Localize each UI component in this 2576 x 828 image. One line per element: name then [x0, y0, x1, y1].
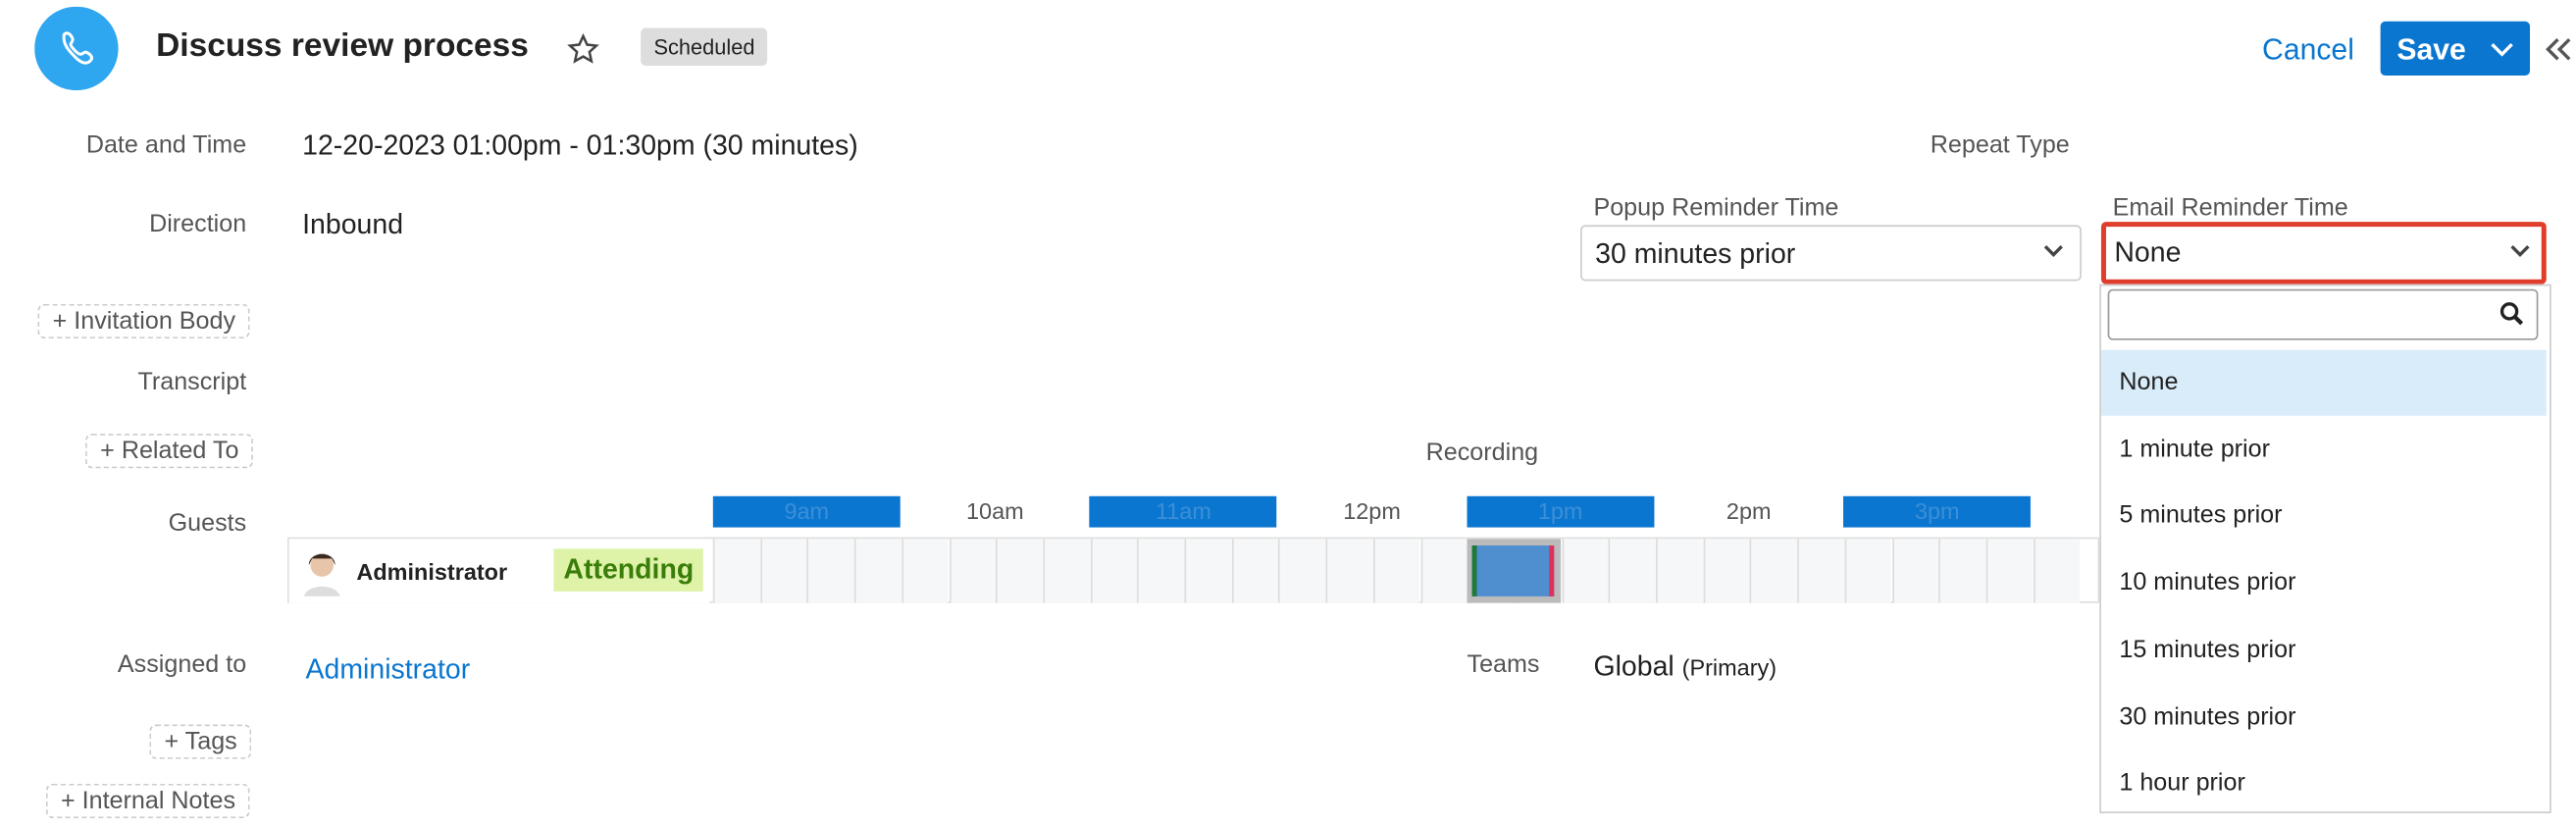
time-cell: [1985, 539, 2034, 603]
time-cell: [806, 539, 854, 603]
email-select[interactable]: None: [2100, 222, 2547, 285]
save-menu[interactable]: [2489, 39, 2515, 59]
time-cell: [1090, 539, 1138, 603]
dropdown-option[interactable]: 15 minutes prior: [2119, 635, 2296, 664]
time-cell: [1797, 539, 1845, 603]
time-cell: [854, 539, 902, 603]
field-label: Popup Reminder Time: [1593, 193, 1839, 223]
time-cell: [2033, 539, 2081, 603]
guest-status: Attending: [553, 548, 704, 592]
pill-text: Invitation Body: [74, 307, 236, 336]
time-cell: [759, 539, 807, 603]
chevron: [2043, 245, 2063, 257]
field-label: Repeat Type: [1930, 130, 2070, 160]
time-cell: [1043, 539, 1091, 603]
time-cell: [1938, 539, 1986, 603]
time-cell: [1325, 539, 1373, 603]
add-invitation-body[interactable]: + Invitation Body: [37, 303, 251, 338]
field-label: Transcript: [137, 368, 247, 396]
team-name: Global: [1593, 650, 1674, 683]
field-label: Direction: [149, 210, 247, 238]
chevron: [2510, 245, 2530, 257]
add-internal-notes[interactable]: + Internal Notes: [45, 783, 251, 819]
time-cell: [1656, 539, 1704, 603]
time-cell: [1137, 539, 1185, 603]
time-cell: [1703, 539, 1751, 603]
save-button-bg[interactable]: [2380, 21, 2531, 77]
field-label: Date and Time: [85, 130, 247, 160]
time-cell: [1372, 539, 1420, 603]
hour-label: 10am: [966, 497, 1024, 525]
search-input[interactable]: [2107, 288, 2539, 340]
time-cell: [1750, 539, 1798, 603]
guest-name: Administrator: [356, 558, 508, 586]
pill-text: Internal Notes: [81, 787, 236, 815]
avatar: [303, 553, 340, 596]
dropdown-option[interactable]: 1 minute prior: [2119, 435, 2270, 463]
save-button[interactable]: Save: [2396, 32, 2466, 66]
field-label: Email Reminder Time: [2112, 193, 2348, 223]
dropdown-option[interactable]: 5 minutes prior: [2119, 501, 2283, 530]
team-value: Global (Primary): [1593, 650, 1777, 683]
field-label: Teams: [1467, 650, 1540, 679]
field-label: Guests: [168, 509, 247, 538]
select-value: None: [2114, 236, 2182, 268]
assigned-link[interactable]: Administrator: [305, 653, 471, 686]
select-value: 30 minutes prior: [1595, 237, 1796, 270]
field-label: Recording: [1425, 439, 1539, 467]
popup-select[interactable]: 30 minutes prior: [1580, 225, 2082, 282]
dropdown-option[interactable]: 1 hour prior: [2119, 769, 2245, 798]
field-value: 12-20-2023 01:00pm - 01:30pm (30 minutes…: [302, 129, 858, 162]
time-cell: [1278, 539, 1326, 603]
favorite-star[interactable]: [567, 32, 599, 65]
time-cell: [1419, 539, 1468, 603]
hour-label: 3pm: [1843, 495, 2032, 528]
collapse[interactable]: [2543, 34, 2572, 64]
hour-label: 1pm: [1467, 495, 1655, 528]
search-icon: [2499, 302, 2524, 326]
time-cell: [996, 539, 1044, 603]
hour-label: 2pm: [1726, 497, 1772, 525]
dropdown-option[interactable]: 10 minutes prior: [2119, 568, 2296, 597]
team-note: (Primary): [1681, 653, 1777, 681]
time-cell: [1609, 539, 1657, 603]
cancel-button[interactable]: Cancel: [2262, 32, 2354, 66]
time-cell: [1184, 539, 1232, 603]
hour-label: 9am: [712, 495, 901, 528]
time-cell: [1891, 539, 1939, 603]
time-cell: [1844, 539, 1892, 603]
hour-label: 12pm: [1343, 497, 1401, 525]
field-value: Inbound: [302, 208, 404, 240]
dropdown-option[interactable]: 30 minutes prior: [2119, 701, 2296, 731]
add-related-to[interactable]: + Related To: [85, 434, 254, 469]
time-cell: [949, 539, 997, 603]
time-cell: [902, 539, 950, 603]
add-tags[interactable]: + Tags: [149, 724, 252, 759]
meeting-block: [1471, 545, 1555, 596]
time-cell: [1231, 539, 1279, 603]
title: Discuss review process: [156, 27, 529, 65]
status-badge: Scheduled: [641, 27, 768, 66]
dropdown-option[interactable]: None: [2100, 349, 2547, 416]
time-cell: [712, 539, 760, 603]
hour-label: 11am: [1089, 495, 1277, 528]
call-icon: [34, 6, 119, 91]
time-cell: [1561, 539, 1610, 603]
field-label: Assigned to: [117, 650, 247, 679]
pill-text: Related To: [121, 437, 239, 465]
pill-text: Tags: [184, 727, 237, 756]
